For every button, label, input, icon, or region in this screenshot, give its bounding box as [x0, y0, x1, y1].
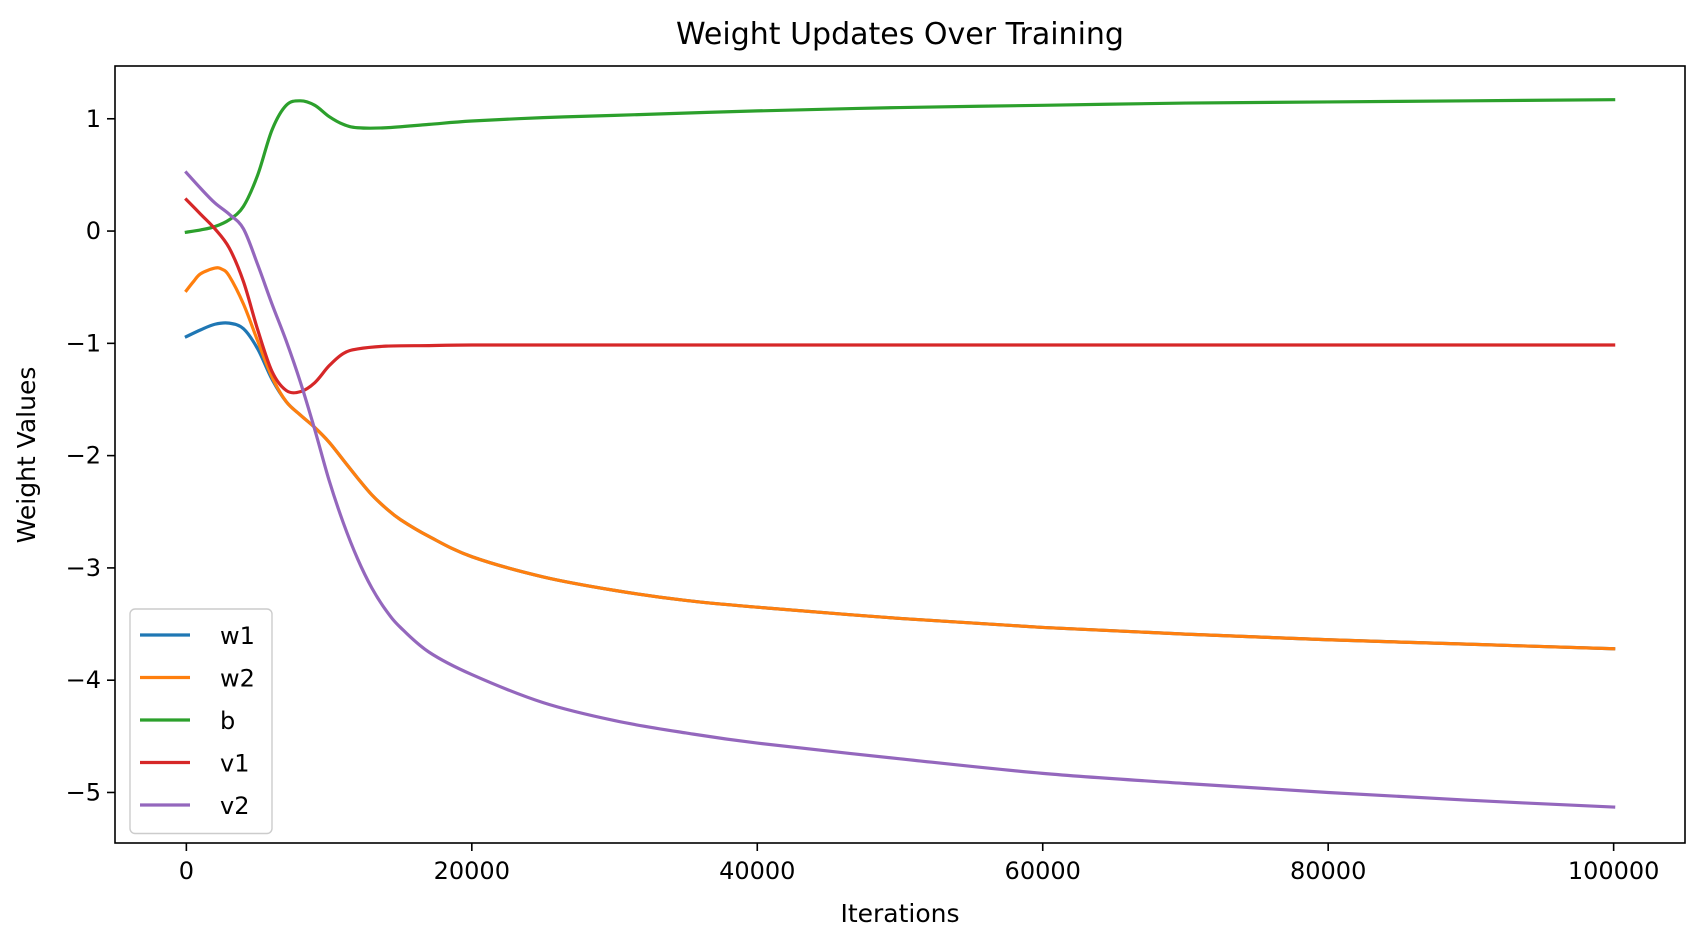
x-axis-label: Iterations	[840, 899, 959, 928]
y-tick-label: 1	[86, 105, 101, 133]
legend-label-v2: v2	[220, 792, 249, 820]
legend-label-v1: v1	[220, 750, 249, 778]
y-axis-ticks: 1 0 −1 −2 −3 −4 −5	[66, 105, 115, 806]
x-tick-label: 60000	[1005, 857, 1081, 885]
y-tick-label: −1	[66, 329, 101, 357]
series-line-v1	[184, 197, 1616, 395]
legend-box	[129, 608, 273, 835]
y-tick-label: 0	[86, 217, 101, 245]
series-line-b	[184, 98, 1616, 235]
series-line-w2	[184, 266, 1616, 651]
x-axis-ticks: 0 20000 40000 60000 80000 100000	[179, 843, 1660, 885]
series-layer	[184, 98, 1616, 809]
series-line-v2	[184, 170, 1616, 809]
y-axis-label: Weight Values	[12, 367, 41, 544]
y-tick-label: −3	[66, 554, 101, 582]
legend-label-w2: w2	[220, 665, 255, 693]
x-tick-label: 100000	[1568, 857, 1660, 885]
y-tick-label: −2	[66, 442, 101, 470]
y-tick-label: −5	[66, 778, 101, 806]
x-tick-label: 0	[179, 857, 194, 885]
plot-frame	[114, 65, 1686, 844]
legend-label-b: b	[220, 707, 235, 735]
legend: w1 w2 b v1 v2	[129, 608, 273, 835]
x-tick-label: 80000	[1290, 857, 1366, 885]
legend-label-w1: w1	[220, 622, 255, 650]
x-tick-label: 40000	[719, 857, 795, 885]
chart-title: Weight Updates Over Training	[676, 17, 1124, 52]
y-tick-label: −4	[66, 666, 101, 694]
x-tick-label: 20000	[434, 857, 510, 885]
